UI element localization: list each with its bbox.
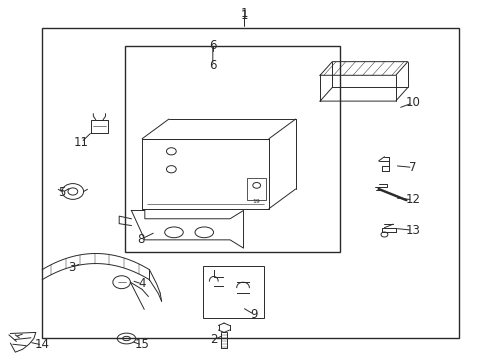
Text: 11: 11: [74, 136, 88, 149]
Bar: [246, 178, 266, 200]
Text: 9: 9: [250, 308, 258, 321]
Bar: [42, 28, 458, 338]
Text: 19: 19: [252, 199, 260, 204]
Text: 6: 6: [209, 59, 216, 72]
Bar: [203, 266, 264, 318]
Text: 7: 7: [408, 161, 416, 174]
Text: 13: 13: [405, 224, 419, 237]
Bar: [125, 45, 339, 252]
Text: 3: 3: [67, 261, 75, 274]
Text: 2: 2: [210, 333, 218, 346]
Text: 8: 8: [137, 233, 144, 246]
Text: 15: 15: [134, 338, 149, 351]
Text: 14: 14: [35, 338, 50, 351]
Text: 1: 1: [240, 7, 248, 20]
Text: 10: 10: [405, 96, 419, 109]
Text: 12: 12: [405, 193, 419, 206]
Text: 5: 5: [59, 186, 66, 199]
Text: 1: 1: [240, 9, 248, 22]
Text: 6: 6: [209, 39, 216, 52]
Text: 4: 4: [138, 278, 145, 291]
